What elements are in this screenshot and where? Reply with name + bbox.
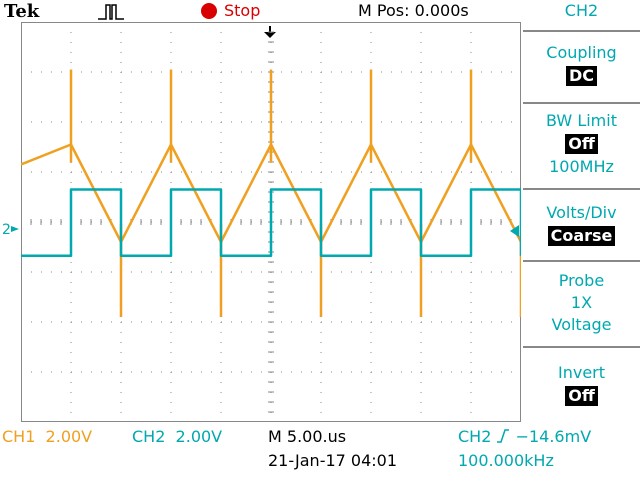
trigger-level-icon[interactable]: [508, 224, 520, 238]
ch1-scale-readout: CH1 2.00V: [2, 427, 93, 446]
probe-attenuation: 1X: [570, 293, 593, 312]
volts-div-value: Coarse: [547, 226, 616, 246]
menu-item-bw-limit[interactable]: BW Limit Off 100MHz: [523, 102, 640, 186]
ch2-scale-readout: CH2 2.00V: [132, 427, 223, 446]
menu-item-invert[interactable]: Invert Off: [523, 346, 640, 418]
trigger-level-value: −14.6mV: [515, 427, 592, 446]
menu-item-label: Probe: [558, 271, 605, 290]
menu-item-label: Coupling: [546, 43, 617, 62]
coupling-value: DC: [565, 66, 598, 86]
rising-edge-icon: [497, 429, 510, 443]
menu-item-label: Volts/Div: [546, 203, 617, 222]
brand-logo: Tek: [4, 1, 40, 22]
timestamp-readout: 21-Jan-17 04:01: [268, 451, 398, 470]
probe-type: Voltage: [551, 315, 612, 334]
run-stop-indicator-icon: [201, 3, 217, 19]
waveform-plot: [21, 69, 521, 317]
run-state-label: Stop: [224, 1, 261, 20]
channel-menu: CH2 Coupling DC BW Limit Off 100MHz Volt…: [523, 0, 640, 480]
arrow-right-icon: [10, 226, 19, 232]
menu-item-coupling[interactable]: Coupling DC: [523, 30, 640, 102]
trigger-readout: CH2 −14.6mV: [458, 427, 591, 447]
timebase-readout: M 5.00.us: [268, 427, 347, 446]
trigger-frequency-readout: 100.000kHz: [458, 451, 554, 470]
menu-item-volts-div[interactable]: Volts/Div Coarse: [523, 188, 640, 260]
trigger-position-icon: [264, 26, 276, 38]
menu-title: CH2: [564, 1, 599, 20]
ch2-waveform: [21, 188, 521, 258]
invert-value: Off: [565, 386, 598, 406]
ch2-ground-label: 2: [2, 222, 11, 238]
trigger-source: CH2: [458, 427, 492, 446]
bw-limit-value: Off: [565, 134, 598, 154]
menu-item-label: BW Limit: [546, 111, 617, 130]
horizontal-position-readout: M Pos: 0.000s: [358, 1, 469, 20]
waveform-display: [21, 22, 521, 422]
menu-item-probe[interactable]: Probe 1X Voltage: [523, 260, 640, 346]
bw-limit-frequency: 100MHz: [549, 157, 614, 176]
acquisition-icon: [98, 4, 124, 20]
menu-item-label: Invert: [557, 363, 606, 382]
ch2-ground-marker[interactable]: 2: [2, 222, 21, 238]
